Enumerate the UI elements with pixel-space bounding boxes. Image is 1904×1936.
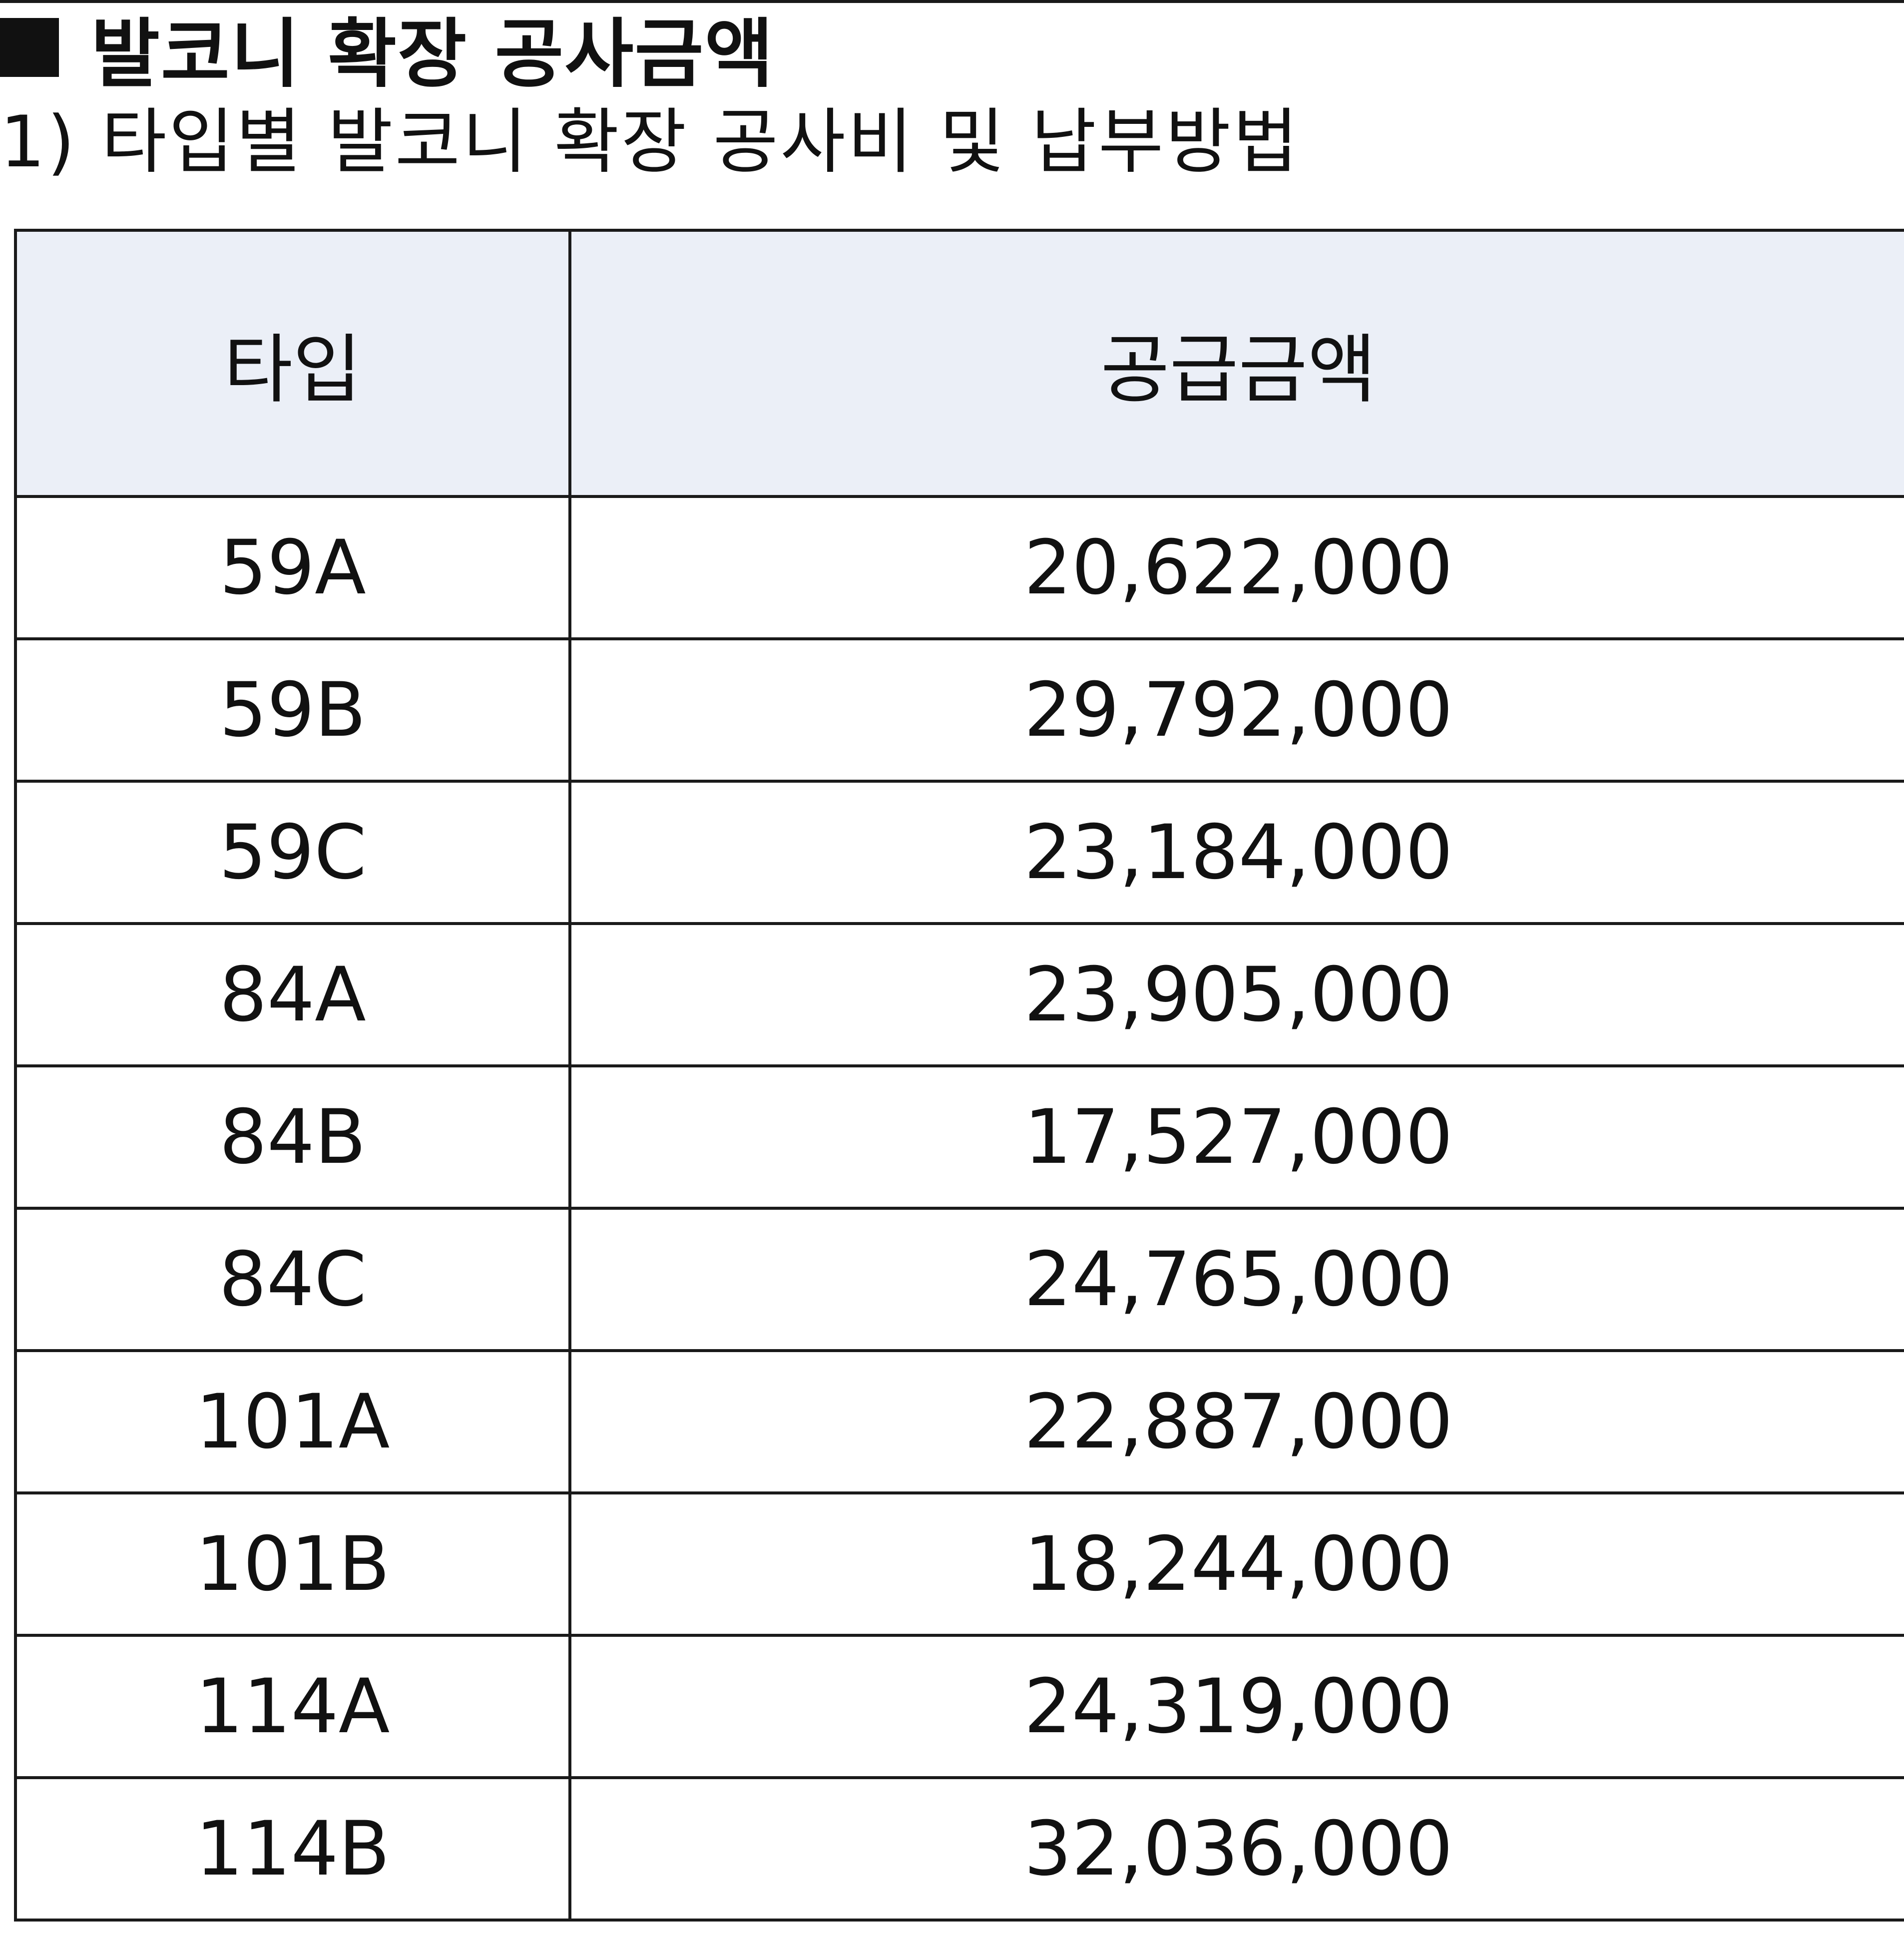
type-cell: 84C — [14, 1207, 571, 1352]
amount-cell: 18,244,000 — [568, 1491, 1904, 1637]
table-header-row: 타입 공급금액 — [14, 229, 1904, 498]
table-row: 84C 24,765,000 — [14, 1207, 1904, 1352]
table-row: 101A 22,887,000 — [14, 1349, 1904, 1494]
amount-cell: 24,319,000 — [568, 1634, 1904, 1779]
type-cell: 101B — [14, 1491, 571, 1637]
amount-cell: 22,887,000 — [568, 1349, 1904, 1494]
table-row: 59B 29,792,000 — [14, 637, 1904, 783]
table-row: 101B 18,244,000 — [14, 1491, 1904, 1637]
type-cell: 114A — [14, 1634, 571, 1779]
table-row: 114A 24,319,000 — [14, 1634, 1904, 1779]
type-cell: 59B — [14, 637, 571, 783]
amount-cell: 23,184,000 — [568, 780, 1904, 925]
type-cell: 59C — [14, 780, 571, 925]
section-title: 발코니 확장 공사금액 — [91, 10, 775, 98]
type-cell: 59A — [14, 495, 571, 640]
amount-cell: 32,036,000 — [568, 1776, 1904, 1922]
table-row: 59C 23,184,000 — [14, 780, 1904, 925]
table-row: 59A 20,622,000 — [14, 495, 1904, 640]
section-heading: 발코니 확장 공사금액 — [0, 5, 774, 98]
table-row: 114B 32,036,000 — [14, 1776, 1904, 1922]
black-square-icon — [0, 18, 59, 77]
type-cell: 114B — [14, 1776, 571, 1922]
header-amount: 공급금액 — [568, 229, 1904, 498]
type-cell: 84B — [14, 1064, 571, 1210]
top-divider — [0, 0, 1904, 3]
amount-cell: 17,527,000 — [568, 1064, 1904, 1210]
amount-cell: 29,792,000 — [568, 637, 1904, 783]
balcony-price-table: 타입 공급금액 59A 20,622,000 59B 29,792,000 59… — [14, 229, 1904, 1922]
header-type: 타입 — [14, 229, 571, 498]
type-cell: 101A — [14, 1349, 571, 1494]
type-cell: 84A — [14, 922, 571, 1067]
table-subtitle: 1) 타입별 발코니 확장 공사비 및 납부방법 — [0, 101, 1300, 183]
table-row: 84B 17,527,000 — [14, 1064, 1904, 1210]
amount-cell: 23,905,000 — [568, 922, 1904, 1067]
amount-cell: 24,765,000 — [568, 1207, 1904, 1352]
amount-cell: 20,622,000 — [568, 495, 1904, 640]
table-row: 84A 23,905,000 — [14, 922, 1904, 1067]
